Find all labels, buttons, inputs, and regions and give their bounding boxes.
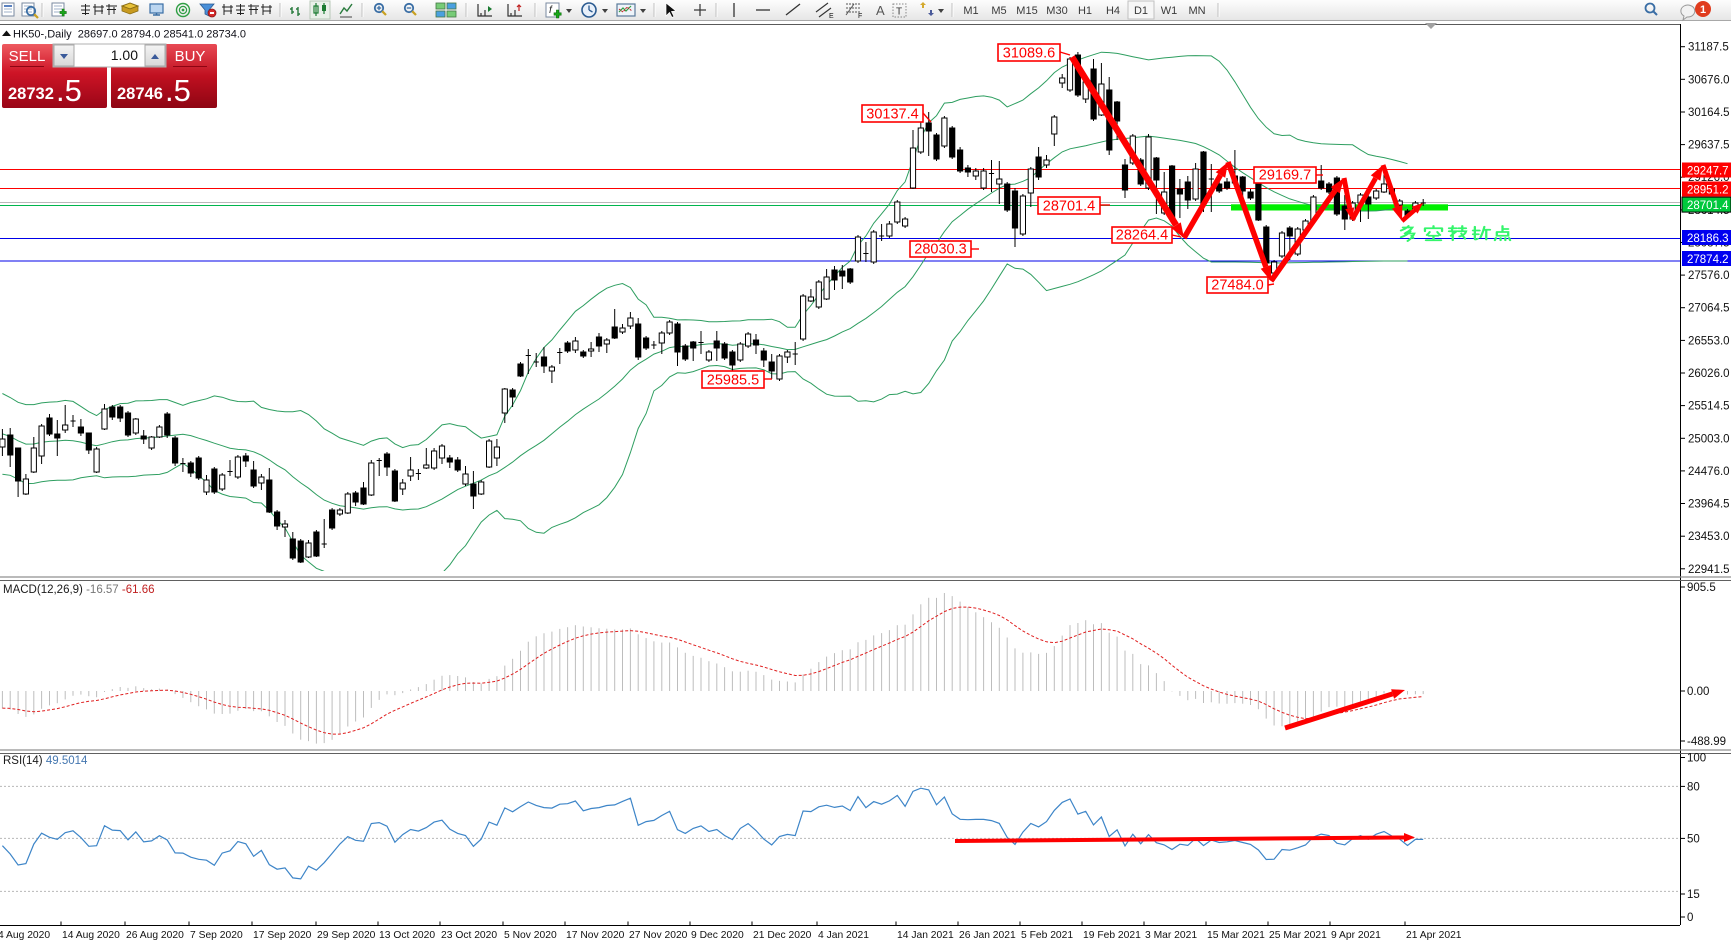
svg-text:21 Apr 2021: 21 Apr 2021 bbox=[1406, 930, 1462, 941]
svg-text:SELL: SELL bbox=[9, 48, 46, 65]
svg-text:-488.99: -488.99 bbox=[1687, 736, 1726, 748]
svg-text:3 Mar 2021: 3 Mar 2021 bbox=[1145, 930, 1197, 941]
svg-text:M1: M1 bbox=[963, 5, 978, 17]
svg-text:7 Sep 2020: 7 Sep 2020 bbox=[190, 930, 243, 941]
svg-text:M15: M15 bbox=[1016, 5, 1037, 17]
svg-text:905.5: 905.5 bbox=[1687, 582, 1716, 594]
svg-text:14 Jan 2021: 14 Jan 2021 bbox=[897, 930, 954, 941]
svg-text:28951.2: 28951.2 bbox=[1687, 185, 1729, 197]
svg-text:T: T bbox=[896, 7, 902, 18]
svg-text:25985.5: 25985.5 bbox=[707, 373, 759, 389]
svg-text:22941.5: 22941.5 bbox=[1688, 564, 1730, 576]
svg-text:.5: .5 bbox=[56, 73, 82, 108]
svg-text:26 Aug 2020: 26 Aug 2020 bbox=[126, 930, 184, 941]
svg-text:24476.0: 24476.0 bbox=[1688, 466, 1730, 478]
svg-text:BUY: BUY bbox=[175, 48, 206, 65]
svg-text:19 Feb 2021: 19 Feb 2021 bbox=[1083, 930, 1141, 941]
svg-text:27 Nov 2020: 27 Nov 2020 bbox=[629, 930, 688, 941]
svg-text:F: F bbox=[858, 13, 862, 20]
svg-text:f: f bbox=[549, 5, 553, 16]
svg-text:23453.0: 23453.0 bbox=[1688, 531, 1730, 543]
svg-text:29247.7: 29247.7 bbox=[1687, 166, 1729, 178]
svg-text:26026.0: 26026.0 bbox=[1688, 368, 1730, 380]
svg-text:.5: .5 bbox=[165, 73, 191, 108]
svg-text:9 Apr 2021: 9 Apr 2021 bbox=[1331, 930, 1381, 941]
svg-text:1: 1 bbox=[1700, 4, 1706, 16]
svg-text:26 Jan 2021: 26 Jan 2021 bbox=[959, 930, 1016, 941]
svg-text:27484.0: 27484.0 bbox=[1211, 278, 1263, 294]
svg-text:D1: D1 bbox=[1134, 5, 1148, 17]
svg-text:15 Mar 2021: 15 Mar 2021 bbox=[1207, 930, 1265, 941]
svg-text:E: E bbox=[829, 13, 834, 20]
svg-text:23 Oct 2020: 23 Oct 2020 bbox=[441, 930, 497, 941]
svg-text:29637.5: 29637.5 bbox=[1688, 140, 1730, 152]
svg-text:0.00: 0.00 bbox=[1687, 686, 1709, 698]
svg-text:M5: M5 bbox=[991, 5, 1006, 17]
svg-text:28186.3: 28186.3 bbox=[1687, 233, 1729, 245]
svg-text:30676.0: 30676.0 bbox=[1688, 74, 1730, 86]
svg-text:25 Mar 2021: 25 Mar 2021 bbox=[1269, 930, 1327, 941]
svg-text:4 Aug 2020: 4 Aug 2020 bbox=[0, 930, 50, 941]
svg-text:28030.3: 28030.3 bbox=[914, 242, 966, 258]
svg-text:14 Aug 2020: 14 Aug 2020 bbox=[62, 930, 120, 941]
svg-text:80: 80 bbox=[1687, 781, 1700, 793]
svg-text:25514.5: 25514.5 bbox=[1688, 401, 1730, 413]
svg-text:0: 0 bbox=[1687, 912, 1693, 924]
svg-text:RSI(14) 49.5014: RSI(14) 49.5014 bbox=[3, 755, 88, 767]
svg-text:27874.2: 27874.2 bbox=[1687, 254, 1729, 266]
svg-text:M30: M30 bbox=[1046, 5, 1067, 17]
svg-text:13 Oct 2020: 13 Oct 2020 bbox=[379, 930, 435, 941]
svg-text:H4: H4 bbox=[1106, 5, 1120, 17]
svg-text:MACD(12,26,9) -16.57 -61.66: MACD(12,26,9) -16.57 -61.66 bbox=[3, 584, 155, 596]
svg-text:17 Nov 2020: 17 Nov 2020 bbox=[566, 930, 625, 941]
svg-text:28264.4: 28264.4 bbox=[1116, 228, 1168, 244]
svg-text:27576.0: 27576.0 bbox=[1688, 270, 1730, 282]
svg-text:A: A bbox=[876, 3, 885, 18]
svg-text:30164.5: 30164.5 bbox=[1688, 107, 1730, 119]
svg-text:25003.0: 25003.0 bbox=[1688, 433, 1730, 445]
svg-text:15: 15 bbox=[1687, 889, 1700, 901]
svg-text:29169.7: 29169.7 bbox=[1259, 168, 1311, 184]
svg-text:5 Feb 2021: 5 Feb 2021 bbox=[1021, 930, 1073, 941]
svg-text:28746: 28746 bbox=[117, 85, 163, 103]
svg-text:4 Jan 2021: 4 Jan 2021 bbox=[818, 930, 869, 941]
svg-text:H1: H1 bbox=[1078, 5, 1092, 17]
svg-text:HK50-,Daily 28697.0 28794.0 2: HK50-,Daily 28697.0 28794.0 28541.0 2873… bbox=[13, 29, 246, 41]
svg-text:23964.5: 23964.5 bbox=[1688, 499, 1730, 511]
svg-text:50: 50 bbox=[1687, 833, 1700, 845]
svg-text:17 Sep 2020: 17 Sep 2020 bbox=[253, 930, 312, 941]
svg-text:29 Sep 2020: 29 Sep 2020 bbox=[317, 930, 376, 941]
svg-text:1.00: 1.00 bbox=[111, 47, 138, 63]
svg-text:28732: 28732 bbox=[8, 85, 54, 103]
svg-text:26553.0: 26553.0 bbox=[1688, 335, 1730, 347]
svg-text:28701.4: 28701.4 bbox=[1687, 200, 1729, 212]
svg-text:27064.5: 27064.5 bbox=[1688, 303, 1730, 315]
svg-text:MN: MN bbox=[1188, 5, 1205, 17]
svg-text:9 Dec 2020: 9 Dec 2020 bbox=[691, 930, 744, 941]
svg-text:W1: W1 bbox=[1161, 5, 1178, 17]
svg-text:100: 100 bbox=[1687, 753, 1706, 765]
svg-text:28701.4: 28701.4 bbox=[1043, 199, 1095, 215]
svg-text:31089.6: 31089.6 bbox=[1003, 46, 1055, 62]
svg-text:5 Nov 2020: 5 Nov 2020 bbox=[504, 930, 557, 941]
svg-text:31187.5: 31187.5 bbox=[1688, 42, 1729, 54]
svg-text:21 Dec 2020: 21 Dec 2020 bbox=[753, 930, 812, 941]
svg-text:30137.4: 30137.4 bbox=[866, 107, 918, 123]
